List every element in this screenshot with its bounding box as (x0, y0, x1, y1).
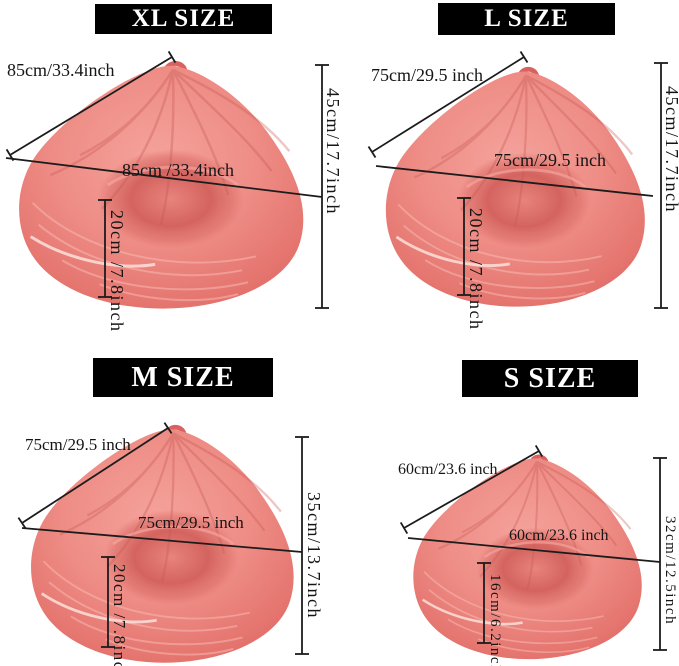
bean-bag-photo-l (373, 64, 661, 310)
size-title-l: L SIZE (438, 3, 615, 35)
height-label: 32cm/12.5inch (661, 516, 678, 626)
bean-bag-photo-s (402, 452, 656, 662)
bean-bag-icon (402, 452, 656, 662)
bean-bag-icon (5, 58, 321, 312)
seat-height-label: 20cm /7.8inch (465, 208, 486, 331)
seat-height-label: 20cm /7.8inch (106, 210, 127, 333)
panel-l: L SIZE 75cm/29.5 inch 75cm/29.5 inch 45c… (339, 0, 679, 340)
size-title-text: L SIZE (484, 5, 569, 32)
height-label: 45cm/17.7inch (661, 86, 679, 213)
top-width-label: 85cm/33.4inch (7, 60, 115, 80)
size-title-text: S SIZE (503, 362, 597, 394)
front-width-label: 75cm/29.5 inch (138, 513, 244, 532)
bean-bag-icon (18, 422, 310, 666)
front-width-label: 85cm /33.4inch (122, 160, 234, 180)
size-title-s: S SIZE (462, 360, 638, 397)
size-title-text: XL SIZE (131, 5, 236, 32)
height-label: 45cm/17.7inch (322, 88, 343, 215)
top-width-label: 75cm/29.5 inch (371, 65, 483, 85)
panel-s: S SIZE 60cm/23.6 inch 60cm/23.6 inch 32c… (339, 340, 679, 666)
seat-height-label: 20cm /7.8inch (109, 564, 129, 666)
seat-height-label: 16cm/6.2inch (486, 574, 503, 666)
size-title-m: M SIZE (93, 358, 273, 397)
front-width-label: 60cm/23.6 inch (509, 527, 609, 544)
bean-bag-icon (373, 64, 661, 310)
height-label: 35cm/13.7inch (303, 492, 324, 619)
front-width-label: 75cm/29.5 inch (494, 150, 606, 170)
panel-xl: XL SIZE 85cm/33.4inch 85cm /33.4inch 45c… (0, 0, 343, 340)
size-title-xl: XL SIZE (95, 4, 272, 34)
size-title-text: M SIZE (131, 361, 235, 393)
bean-bag-photo-xl (5, 58, 321, 312)
panel-m: M SIZE 75cm/29.5 inch 75cm/29.5 inch 35c… (0, 340, 339, 666)
top-width-label: 60cm/23.6 inch (398, 461, 498, 478)
bean-bag-photo-m (18, 422, 310, 666)
top-width-label: 75cm/29.5 inch (25, 435, 131, 454)
